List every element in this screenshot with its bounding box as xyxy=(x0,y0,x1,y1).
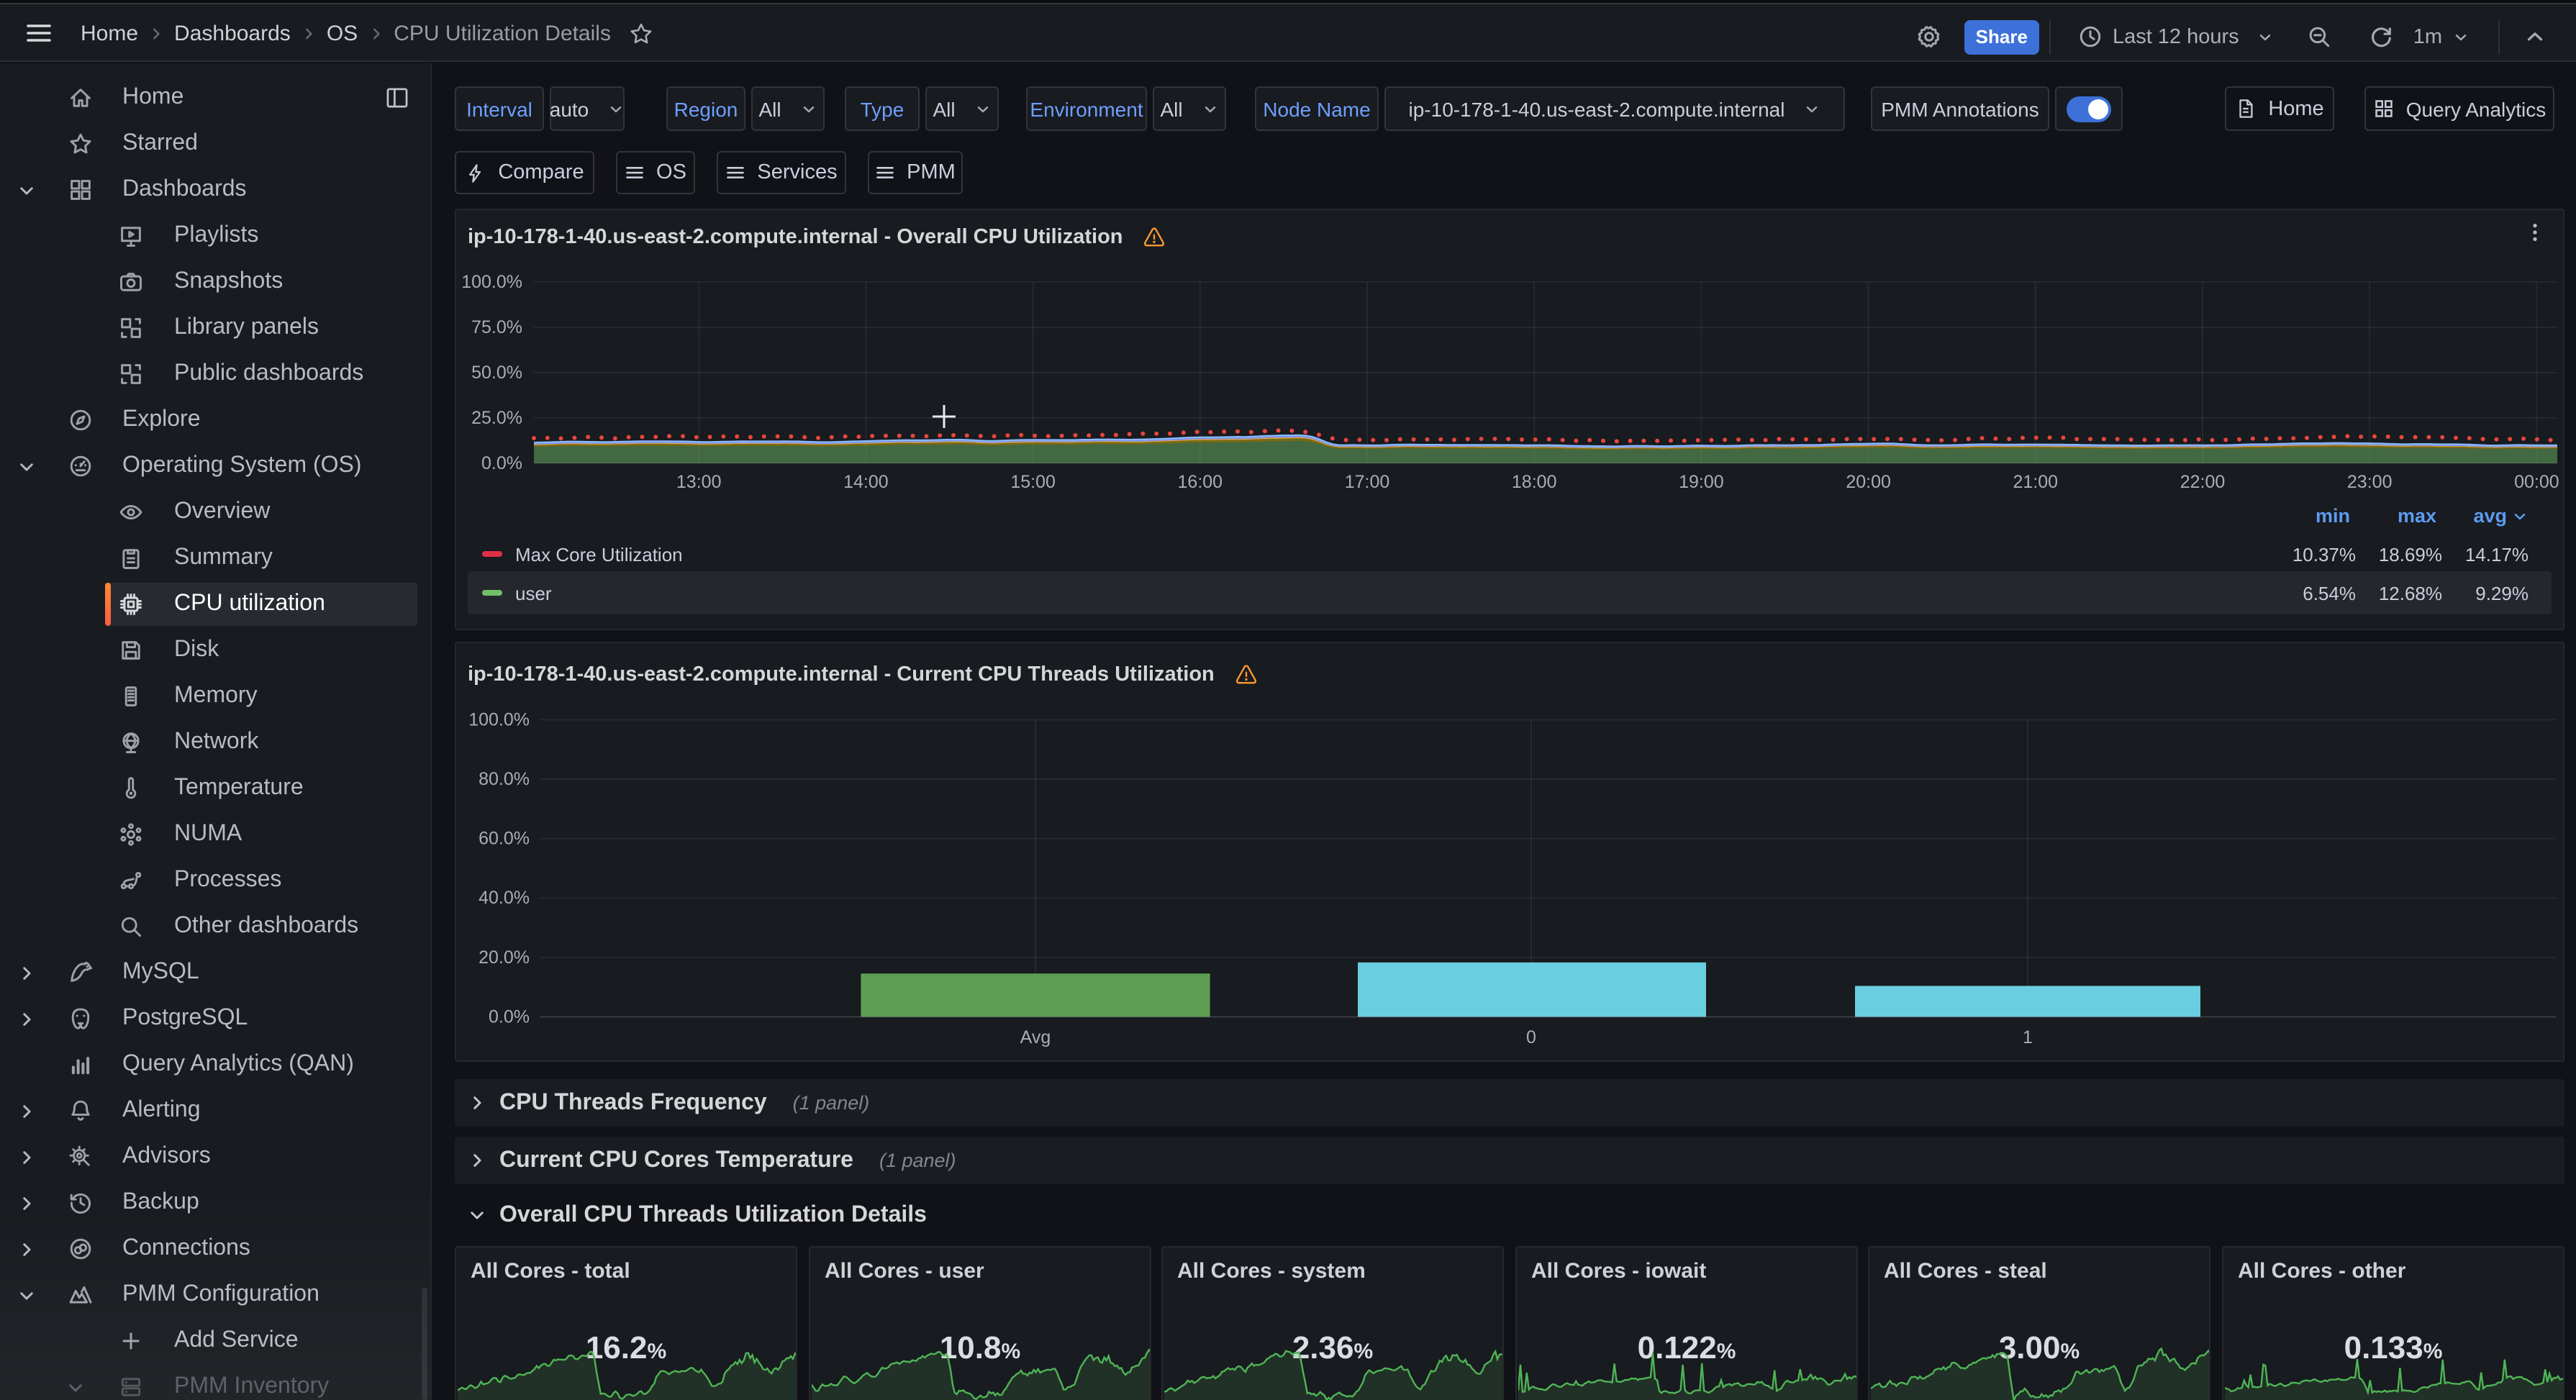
svg-text:22:00: 22:00 xyxy=(2180,472,2226,492)
svg-text:15:00: 15:00 xyxy=(1010,472,1056,492)
svg-text:21:00: 21:00 xyxy=(2013,472,2059,492)
svg-text:0.0%: 0.0% xyxy=(481,453,522,473)
svg-text:18:00: 18:00 xyxy=(1512,472,1557,492)
svg-text:75.0%: 75.0% xyxy=(471,317,522,337)
svg-text:14:00: 14:00 xyxy=(843,472,889,492)
svg-text:23:00: 23:00 xyxy=(2347,472,2393,492)
svg-text:17:00: 17:00 xyxy=(1345,472,1390,492)
svg-text:100.0%: 100.0% xyxy=(468,709,530,729)
svg-text:60.0%: 60.0% xyxy=(479,829,530,849)
svg-text:Avg: Avg xyxy=(1020,1027,1051,1047)
svg-text:1: 1 xyxy=(2023,1027,2033,1047)
svg-text:16:00: 16:00 xyxy=(1178,472,1223,492)
svg-text:100.0%: 100.0% xyxy=(461,272,522,292)
svg-text:25.0%: 25.0% xyxy=(471,408,522,428)
svg-text:80.0%: 80.0% xyxy=(479,769,530,789)
svg-text:0: 0 xyxy=(1526,1027,1536,1047)
svg-text:20.0%: 20.0% xyxy=(479,947,530,968)
svg-text:50.0%: 50.0% xyxy=(471,363,522,383)
svg-text:20:00: 20:00 xyxy=(1846,472,1891,492)
svg-text:19:00: 19:00 xyxy=(1679,472,1724,492)
svg-text:40.0%: 40.0% xyxy=(479,888,530,908)
svg-text:0.0%: 0.0% xyxy=(489,1006,530,1027)
svg-text:00:00: 00:00 xyxy=(2514,472,2559,492)
svg-text:13:00: 13:00 xyxy=(676,472,722,492)
